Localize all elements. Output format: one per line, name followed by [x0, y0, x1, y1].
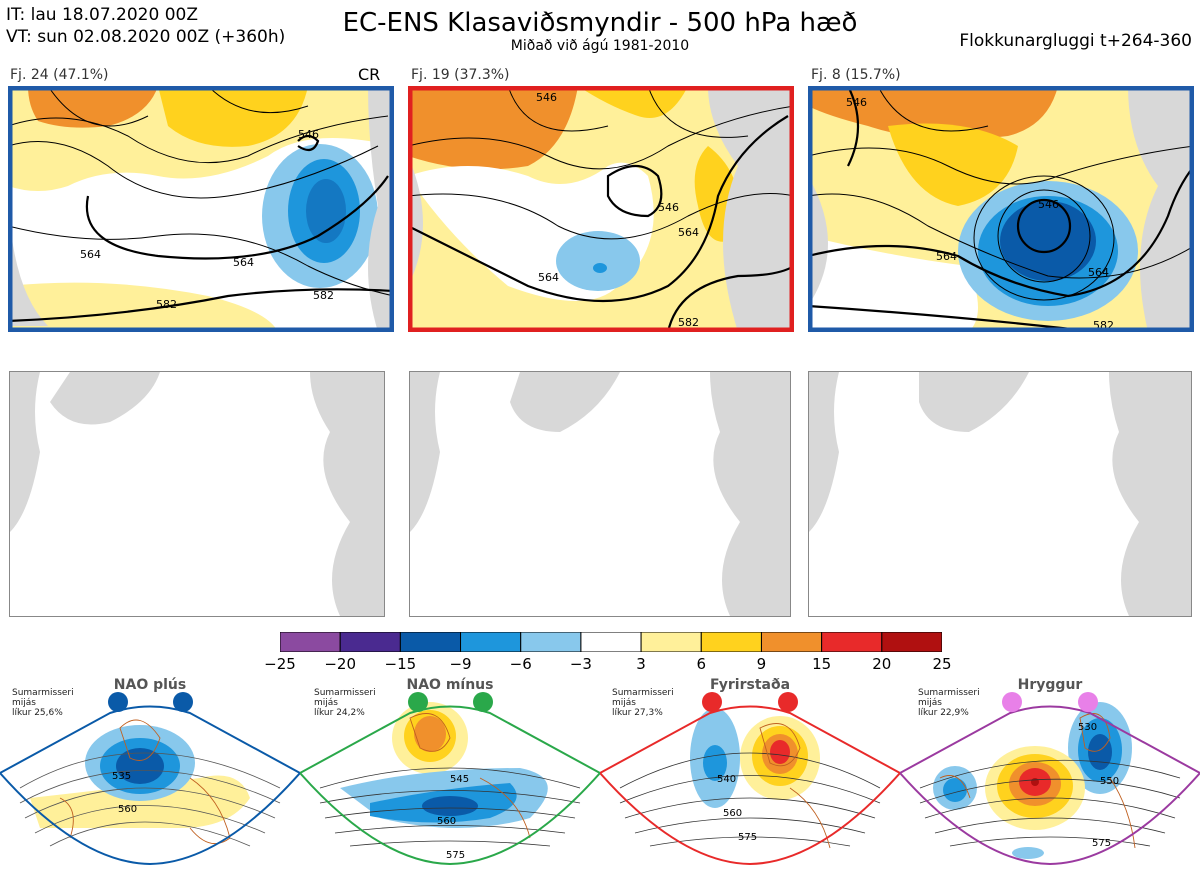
cluster-1-map: 564 564 582 582 546 [8, 86, 394, 332]
cluster-3-label: Fj. 8 (15.7%) [811, 67, 901, 83]
colorbar-swatch [279, 631, 341, 653]
colorbar-tick-label: −25 [264, 655, 296, 673]
blank-map-2 [409, 371, 791, 617]
init-time: IT: lau 18.07.2020 00Z [6, 5, 198, 25]
colorbar-swatch [881, 631, 943, 653]
regime-title: Fyrirstaða [709, 677, 791, 693]
colorbar-swatch [640, 631, 702, 653]
cluster-2-contour-label: 564 [678, 226, 699, 239]
page-subtitle: Miðað við ágú 1981-2010 [510, 38, 690, 54]
header-info: IT: lau 18.07.2020 00Z VT: sun 02.08.202… [6, 4, 285, 48]
colorbar-tick-label: 25 [932, 655, 952, 673]
blank-map-1 [9, 371, 385, 617]
valid-time: VT: sun 02.08.2020 00Z (+360h) [6, 27, 286, 47]
colorbar-tick-label: −20 [324, 655, 356, 673]
regime-nao-minus: 545 560 575 [298, 678, 602, 868]
cluster-2-contour-label: 564 [538, 271, 559, 284]
cluster-1-contour-label: 582 [313, 289, 334, 302]
cluster-3-map: 564 564 546 546 582 [808, 86, 1194, 332]
colorbar-swatch [760, 631, 823, 653]
colorbar-tick-label: 15 [812, 655, 832, 673]
regime-nao-plus: 535 560 [0, 678, 302, 868]
regime-contour-label: 535 [112, 771, 131, 782]
colorbar [279, 631, 943, 653]
regime-contour-label: 575 [446, 850, 465, 861]
cluster-2-contour-label: 582 [678, 316, 699, 329]
regime-contour-label: 530 [1078, 722, 1097, 733]
cluster-2-contour-label: 546 [658, 201, 679, 214]
colorbar-swatch [700, 631, 762, 653]
colorbar-ticks: −25 −20 −15 −9 −6 −3 3 6 9 15 20 25 [264, 655, 951, 675]
cluster-2-map: 564 564 546 546 582 [408, 86, 794, 332]
regime-note: Sumarmisseri mijás líkur 27,3% [612, 688, 674, 718]
cluster-3-contour-label: 564 [936, 250, 957, 263]
cluster-1-contour-label: 564 [233, 256, 254, 269]
regime-note: Sumarmisseri mijás líkur 24,2% [314, 688, 376, 718]
colorbar-tick-label: −9 [449, 655, 472, 673]
regime-title: Hryggur [1017, 677, 1083, 693]
colorbar-tick-label: −6 [509, 655, 532, 673]
regime-contour-label: 575 [738, 832, 757, 843]
colorbar-swatch [339, 631, 401, 653]
colorbar-tick-label: −15 [384, 655, 417, 673]
cluster-1-label: Fj. 24 (47.1%) [10, 67, 109, 83]
regime-contour-label: 575 [1092, 838, 1111, 849]
regime-contour-label: 550 [1100, 776, 1119, 787]
regime-title: NAO plús [113, 677, 187, 693]
page-title: EC-ENS Klasaviðsmyndir - 500 hPa hæð [342, 8, 858, 38]
cluster-1-contour-label: 546 [298, 128, 319, 141]
colorbar-tick-label: 9 [756, 655, 767, 673]
colorbar-tick-label: 20 [872, 655, 892, 673]
colorbar-swatch [580, 631, 642, 653]
regime-hryggur: 530 550 575 [898, 678, 1200, 868]
cluster-1-tag: CR [358, 65, 381, 84]
regime-contour-label: 560 [723, 808, 742, 819]
cluster-3-contour-label: 546 [846, 96, 867, 109]
regime-note: Sumarmisseri mijás líkur 22,9% [918, 688, 980, 718]
regime-fyrirstada: 540 560 575 [598, 678, 902, 868]
colorbar-tick-label: 3 [636, 655, 646, 673]
blank-map-3 [808, 371, 1192, 617]
colorbar-swatch [821, 631, 883, 653]
classification-window: Flokkunargluggi t+264-360 [959, 31, 1192, 51]
regime-contour-label: 540 [717, 774, 736, 785]
cluster-3-contour-label: 564 [1088, 266, 1109, 279]
cluster-1-contour-label: 564 [80, 248, 101, 261]
cluster-2-label: Fj. 19 (37.3%) [411, 67, 510, 83]
cluster-3-contour-label: 546 [1038, 198, 1059, 211]
colorbar-tick-label: 6 [696, 655, 707, 673]
cluster-1-contour-label: 582 [156, 298, 177, 311]
cluster-2-contour-label: 546 [536, 91, 557, 104]
colorbar-tick-label: −3 [569, 655, 592, 673]
regime-title: NAO mínus [406, 677, 494, 693]
colorbar-swatch [460, 631, 522, 653]
regime-contour-label: 560 [437, 816, 456, 827]
colorbar-swatch [520, 631, 582, 653]
regime-contour-label: 545 [450, 774, 469, 785]
colorbar-swatch [399, 631, 462, 653]
regime-contour-label: 560 [118, 804, 137, 815]
regime-note: Sumarmisseri mijás líkur 25,6% [12, 688, 74, 718]
